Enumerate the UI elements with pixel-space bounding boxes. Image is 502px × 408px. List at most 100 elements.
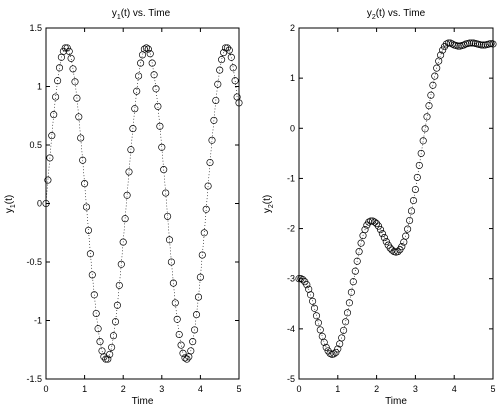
- data-point: [54, 77, 62, 85]
- data-point: [468, 39, 476, 47]
- data-point: [204, 182, 212, 190]
- y-tick-label: -2: [287, 224, 295, 234]
- data-point: [409, 196, 418, 205]
- data-point: [129, 125, 137, 133]
- x-tick-label: 4: [452, 384, 457, 394]
- data-point: [380, 234, 388, 242]
- data-point: [404, 225, 412, 233]
- data-point: [44, 176, 52, 184]
- data-point: [131, 105, 139, 113]
- data-point: [299, 276, 307, 284]
- data-point: [466, 39, 474, 47]
- data-point: [218, 56, 226, 64]
- data-point: [144, 45, 152, 53]
- data-point: [200, 229, 208, 237]
- data-point: [345, 299, 353, 307]
- data-point: [440, 43, 449, 51]
- data-point: [111, 318, 120, 326]
- x-tick-label: 0: [296, 384, 301, 394]
- y-tick-label: -1: [287, 173, 295, 183]
- data-point: [121, 215, 129, 223]
- data-point: [127, 146, 135, 154]
- data-point: [196, 273, 204, 281]
- data-point: [138, 51, 147, 59]
- data-point: [81, 180, 89, 188]
- data-point: [65, 47, 73, 55]
- data-point: [152, 85, 160, 93]
- data-point: [212, 96, 220, 105]
- data-point: [69, 65, 77, 73]
- data-point: [402, 232, 410, 240]
- data-point: [164, 212, 172, 220]
- x-tick-label: 2: [374, 384, 379, 394]
- data-point: [318, 332, 326, 340]
- series-line: [299, 42, 494, 355]
- data-point: [437, 51, 445, 59]
- data-point: [123, 191, 131, 199]
- data-point: [125, 168, 133, 176]
- data-point: [104, 355, 112, 363]
- data-point: [378, 230, 386, 238]
- data-point: [133, 87, 141, 95]
- y-tick-label: 1: [37, 82, 42, 92]
- data-point: [353, 257, 361, 265]
- data-point: [109, 332, 118, 340]
- data-point: [334, 345, 342, 353]
- data-point: [154, 102, 162, 110]
- data-point: [108, 343, 116, 351]
- x-tick-label: 1: [82, 384, 87, 394]
- data-point: [175, 330, 183, 339]
- data-point: [59, 47, 67, 55]
- data-point: [115, 281, 123, 289]
- data-point: [96, 338, 104, 346]
- data-point: [208, 136, 216, 144]
- data-point: [46, 154, 54, 162]
- data-point: [454, 42, 462, 50]
- data-point: [210, 116, 218, 124]
- data-point: [326, 349, 334, 357]
- y-tick-label: -0.5: [26, 257, 42, 267]
- data-point: [316, 326, 324, 334]
- data-point: [369, 217, 377, 225]
- data-point: [77, 134, 85, 142]
- data-point: [214, 80, 222, 88]
- data-point: [338, 334, 346, 342]
- data-point: [135, 72, 143, 80]
- y-tick-label: 0: [37, 199, 42, 209]
- data-point: [373, 220, 381, 228]
- data-point: [171, 299, 179, 307]
- y-tick-label: 2: [290, 23, 295, 33]
- data-point: [231, 77, 239, 85]
- y-tick-label: 1: [290, 73, 295, 83]
- data-point: [113, 301, 121, 309]
- data-point: [332, 348, 340, 356]
- data-point: [307, 291, 315, 299]
- x-tick-label: 0: [43, 384, 48, 394]
- data-point: [160, 166, 168, 174]
- data-point: [340, 326, 348, 334]
- x-tick-label: 5: [490, 384, 495, 394]
- data-point: [142, 44, 150, 52]
- x-tick-label: 4: [198, 384, 203, 394]
- data-point: [347, 288, 355, 296]
- data-point: [413, 173, 421, 181]
- data-point: [330, 350, 338, 358]
- x-axis-label: Time: [385, 396, 407, 407]
- data-point: [421, 125, 429, 133]
- y-tick-label: 1.5: [29, 23, 42, 33]
- axis-ticks: 0 1 2 3 4 5 -1.5 -1 -0.5 0 0.5 1 1.5: [26, 23, 241, 394]
- data-point: [187, 347, 195, 355]
- data-point: [137, 59, 145, 67]
- data-point: [406, 216, 414, 225]
- data-point: [367, 217, 375, 225]
- data-point: [227, 53, 235, 61]
- data-point: [106, 350, 114, 358]
- data-point: [50, 111, 58, 119]
- data-point: [202, 205, 210, 213]
- data-point: [221, 44, 230, 52]
- data-point: [433, 64, 441, 72]
- data-point: [86, 250, 94, 258]
- data-point: [90, 291, 98, 299]
- data-point: [88, 271, 96, 279]
